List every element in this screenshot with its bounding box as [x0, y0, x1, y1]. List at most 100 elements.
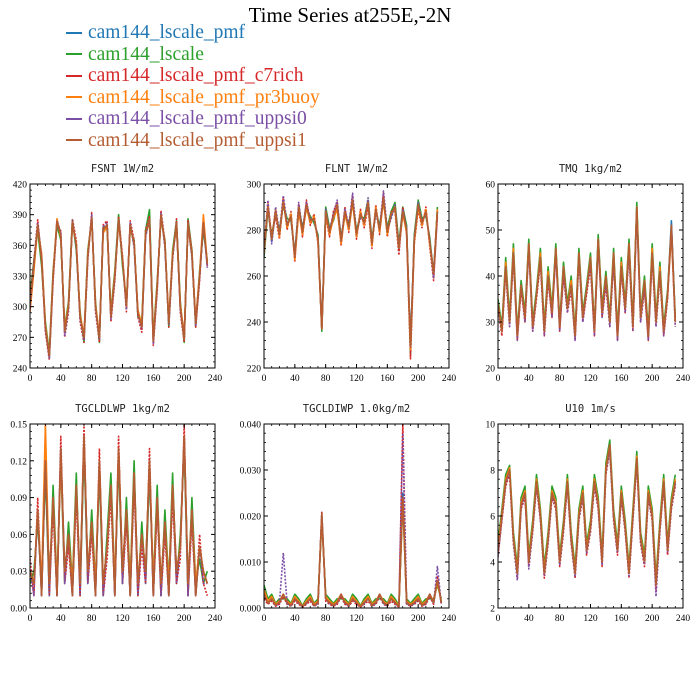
- series-line: [264, 492, 443, 608]
- series-line: [498, 443, 677, 584]
- series-line: [498, 439, 677, 579]
- x-tick-label: 0: [28, 374, 33, 384]
- plot-frame: [29, 183, 216, 369]
- x-tick-label: 0: [496, 614, 501, 624]
- series-line: [264, 424, 443, 608]
- x-tick-label: 40: [290, 374, 300, 384]
- x-tick-label: 80: [87, 374, 97, 384]
- panel-title: U10 1m/s: [565, 403, 616, 415]
- y-tick-label: 270: [13, 334, 28, 344]
- x-tick-label: 240: [442, 614, 457, 624]
- y-tick-label: 360: [13, 242, 28, 252]
- y-tick-label: 0.06: [10, 531, 27, 541]
- y-tick-label: 10: [486, 421, 496, 431]
- x-tick-label: 120: [115, 374, 130, 384]
- series-line: [264, 501, 443, 607]
- y-tick-label: 8: [490, 467, 495, 477]
- chart-panel: FSNT 1W/m2 0 40 80 120 160 200 240 240 270 300 330 3…: [13, 163, 223, 384]
- y-tick-label: 420: [13, 181, 28, 191]
- x-tick-label: 160: [614, 374, 629, 384]
- series-line: [264, 496, 443, 608]
- x-tick-label: 160: [146, 374, 161, 384]
- x-tick-label: 120: [583, 374, 598, 384]
- series-line: [264, 496, 443, 608]
- series-group: [264, 190, 439, 360]
- chart-panel: TMQ 1kg/m2 0 40 80 120 160 200 240 20 30 40 50 60: [486, 163, 691, 384]
- x-tick-label: 80: [555, 614, 565, 624]
- y-tick-label: 300: [13, 303, 28, 313]
- x-tick-label: 40: [56, 614, 66, 624]
- x-tick-label: 240: [676, 374, 691, 384]
- plot-frame: [263, 423, 450, 609]
- x-tick-label: 200: [177, 374, 192, 384]
- y-tick-label: 280: [247, 227, 262, 237]
- series-line: [30, 213, 209, 357]
- y-tick-label: 330: [13, 273, 28, 283]
- legend: cam144_lscale_pmf cam144_lscale cam144_l…: [66, 22, 320, 151]
- x-tick-label: 120: [349, 614, 364, 624]
- y-tick-label: 30: [486, 319, 496, 329]
- x-tick-label: 240: [442, 374, 457, 384]
- series-line: [498, 446, 677, 586]
- legend-label: cam144_lscale_pmf: [88, 22, 246, 43]
- series-line: [498, 443, 677, 586]
- x-tick-label: 160: [614, 614, 629, 624]
- chart-panel: FLNT 1W/m2 0 40 80 120 160 200 240 220 240 260 280 3…: [247, 163, 457, 384]
- legend-item: cam144_lscale_pmf_pr3buoy: [66, 87, 320, 109]
- x-tick-label: 200: [645, 374, 660, 384]
- chart-panel: TGCLDIWP 1.0kg/m2 0 40 80 120 160 200 240 0.000 0…: [240, 403, 457, 624]
- y-tick-label: 0.12: [10, 457, 27, 467]
- y-tick-label: 50: [486, 227, 496, 237]
- y-tick-label: 4: [490, 559, 495, 569]
- x-tick-label: 200: [411, 374, 426, 384]
- legend-label: cam144_lscale_pmf_uppsi0: [88, 108, 307, 129]
- panel-title: TGCLDIWP 1.0kg/m2: [303, 403, 410, 415]
- chart-panel: U10 1m/s 0 40 80 120 160 200 240 2 4 6 8 10: [486, 403, 691, 624]
- x-tick-label: 0: [28, 614, 33, 624]
- y-tick-label: 0.020: [240, 513, 262, 523]
- x-tick-label: 200: [177, 614, 192, 624]
- x-tick-label: 200: [411, 614, 426, 624]
- legend-swatch: [66, 96, 82, 99]
- y-tick-label: 60: [486, 181, 496, 191]
- legend-label: cam144_lscale_pmf_c7rich: [88, 65, 304, 86]
- x-tick-label: 40: [524, 614, 534, 624]
- x-tick-label: 240: [208, 614, 223, 624]
- x-tick-label: 160: [380, 614, 395, 624]
- y-tick-label: 300: [247, 181, 262, 191]
- x-tick-label: 0: [262, 374, 267, 384]
- legend-swatch: [66, 31, 82, 34]
- y-tick-label: 40: [486, 273, 496, 283]
- x-tick-label: 160: [146, 614, 161, 624]
- series-group: [498, 439, 677, 598]
- panel-title: FSNT 1W/m2: [91, 163, 154, 175]
- legend-item: cam144_lscale: [66, 44, 320, 66]
- x-tick-label: 240: [676, 614, 691, 624]
- x-tick-label: 120: [349, 374, 364, 384]
- x-tick-label: 240: [208, 374, 223, 384]
- y-tick-label: 0.09: [10, 494, 27, 504]
- y-tick-label: 20: [486, 365, 496, 375]
- series-line: [264, 432, 443, 608]
- x-tick-label: 160: [380, 374, 395, 384]
- y-tick-label: 0.03: [10, 568, 27, 578]
- series-line: [498, 448, 677, 598]
- legend-label: cam144_lscale_pmf_uppsi1: [88, 129, 307, 151]
- y-tick-label: 2: [490, 605, 495, 615]
- series-group: [264, 424, 443, 608]
- x-tick-label: 200: [645, 614, 660, 624]
- x-tick-label: 40: [290, 614, 300, 624]
- series-line: [498, 206, 677, 337]
- legend-swatch: [66, 74, 82, 77]
- x-tick-label: 40: [524, 374, 534, 384]
- series-line: [264, 197, 439, 349]
- y-tick-label: 240: [247, 319, 262, 329]
- y-tick-label: 0.15: [10, 421, 27, 431]
- y-tick-label: 6: [490, 513, 495, 523]
- legend-label: cam144_lscale_pmf_pr3buoy: [88, 86, 320, 108]
- y-tick-label: 0.00: [10, 605, 27, 615]
- legend-swatch: [66, 117, 82, 120]
- x-tick-label: 0: [496, 374, 501, 384]
